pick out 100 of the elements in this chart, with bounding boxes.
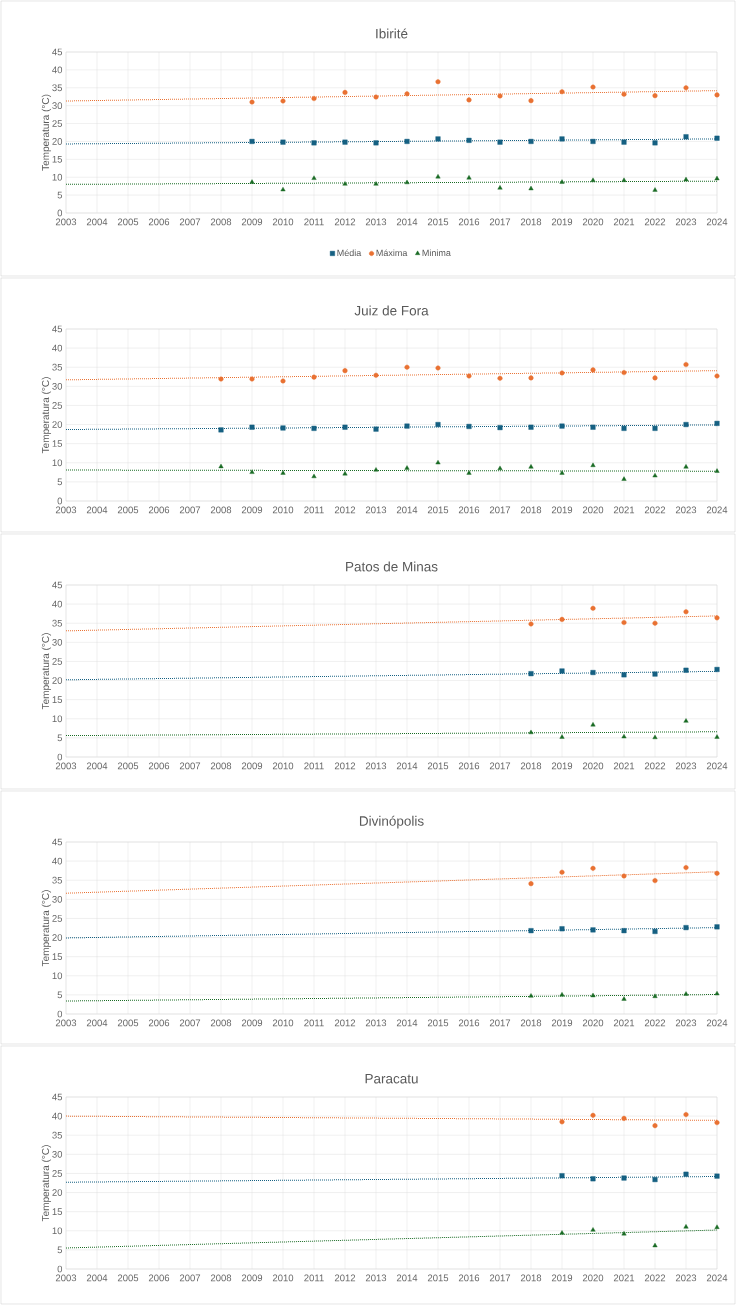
x-tick-label: 2024 xyxy=(706,218,728,226)
y-axis-title: Temperatura (°C) xyxy=(41,1145,52,1222)
point xyxy=(714,1224,720,1229)
point xyxy=(714,734,720,739)
point xyxy=(342,139,348,145)
point xyxy=(652,993,658,998)
point xyxy=(652,1123,658,1129)
point xyxy=(683,1224,689,1229)
x-tick-label: 2020 xyxy=(582,506,604,514)
y-tick-label: 20 xyxy=(52,677,63,684)
point xyxy=(683,464,689,469)
y-tick-label: 5 xyxy=(57,478,63,486)
point xyxy=(652,1177,658,1183)
point xyxy=(652,375,658,381)
point xyxy=(621,370,627,376)
legend-label: Média xyxy=(337,249,362,257)
y-tick-label: 15 xyxy=(52,953,63,960)
point xyxy=(714,924,720,930)
point xyxy=(621,139,627,145)
x-tick-label: 2019 xyxy=(551,762,573,770)
y-tick-label: 20 xyxy=(52,934,63,941)
point xyxy=(590,605,596,611)
point xyxy=(528,138,534,144)
point xyxy=(528,424,534,430)
point xyxy=(435,174,441,179)
y-tick-label: 0 xyxy=(57,753,63,761)
y-tick-label: 30 xyxy=(52,382,63,390)
point xyxy=(621,1115,627,1121)
x-tick-label: 2016 xyxy=(458,218,480,226)
y-tick-label: 0 xyxy=(57,497,63,505)
point xyxy=(683,925,689,931)
y-tick-label: 0 xyxy=(57,209,63,217)
x-tick-label: 2008 xyxy=(210,1274,232,1282)
point xyxy=(683,85,689,91)
point xyxy=(497,375,503,381)
x-tick-label: 2021 xyxy=(613,1274,635,1282)
x-tick-label: 2020 xyxy=(582,762,604,770)
chart-title: Juiz de Fora xyxy=(354,305,429,316)
point xyxy=(373,181,379,186)
point xyxy=(528,375,534,381)
x-tick-label: 2007 xyxy=(179,218,201,226)
point xyxy=(559,179,565,184)
y-tick-label: 5 xyxy=(57,734,63,742)
point xyxy=(683,422,689,428)
point xyxy=(652,671,658,677)
point xyxy=(590,1176,596,1182)
point xyxy=(466,373,472,379)
point xyxy=(559,1230,565,1235)
point xyxy=(621,476,627,481)
y-tick-label: 20 xyxy=(52,1189,63,1196)
point xyxy=(590,992,596,998)
x-tick-label: 2019 xyxy=(551,506,573,514)
x-tick-label: 2017 xyxy=(489,1019,511,1027)
point xyxy=(311,140,317,146)
x-tick-label: 2022 xyxy=(644,1274,666,1282)
x-tick-label: 2020 xyxy=(582,218,604,226)
point xyxy=(621,619,627,625)
y-tick-label: 10 xyxy=(52,173,63,181)
x-tick-label: 2023 xyxy=(675,762,697,770)
x-tick-label: 2008 xyxy=(210,506,232,514)
point xyxy=(249,138,255,144)
point xyxy=(683,1171,689,1177)
point xyxy=(249,99,255,105)
point xyxy=(621,177,627,182)
y-tick-label: 30 xyxy=(52,895,63,903)
point xyxy=(311,425,317,431)
x-tick-label: 2010 xyxy=(272,218,294,226)
x-tick-label: 2017 xyxy=(489,506,511,514)
point xyxy=(714,373,720,379)
point xyxy=(714,990,720,996)
x-tick-label: 2003 xyxy=(55,762,77,770)
point xyxy=(218,463,224,469)
point xyxy=(590,367,596,373)
y-tick-label: 10 xyxy=(52,972,63,980)
x-tick-label: 2019 xyxy=(551,1274,573,1282)
y-tick-label: 35 xyxy=(52,619,63,627)
point xyxy=(590,670,596,676)
point xyxy=(559,470,565,475)
y-tick-label: 40 xyxy=(52,1112,63,1120)
point xyxy=(559,89,565,95)
x-tick-label: 2005 xyxy=(117,506,139,514)
x-tick-label: 2013 xyxy=(365,506,387,514)
point xyxy=(528,671,534,677)
point xyxy=(435,136,441,142)
x-tick-label: 2007 xyxy=(179,1274,201,1282)
point xyxy=(218,376,224,382)
point xyxy=(590,177,596,182)
y-tick-label: 45 xyxy=(52,838,63,846)
x-tick-label: 2014 xyxy=(396,762,418,770)
point xyxy=(466,470,472,475)
point xyxy=(683,176,689,182)
x-tick-label: 2012 xyxy=(334,218,356,226)
point xyxy=(249,179,255,184)
y-tick-label: 15 xyxy=(52,440,63,447)
x-tick-label: 2022 xyxy=(644,218,666,226)
point xyxy=(280,470,286,475)
x-tick-label: 2004 xyxy=(86,1019,108,1027)
x-tick-label: 2005 xyxy=(117,1274,139,1282)
x-tick-label: 2011 xyxy=(304,1274,324,1282)
x-tick-label: 2005 xyxy=(117,1019,139,1027)
